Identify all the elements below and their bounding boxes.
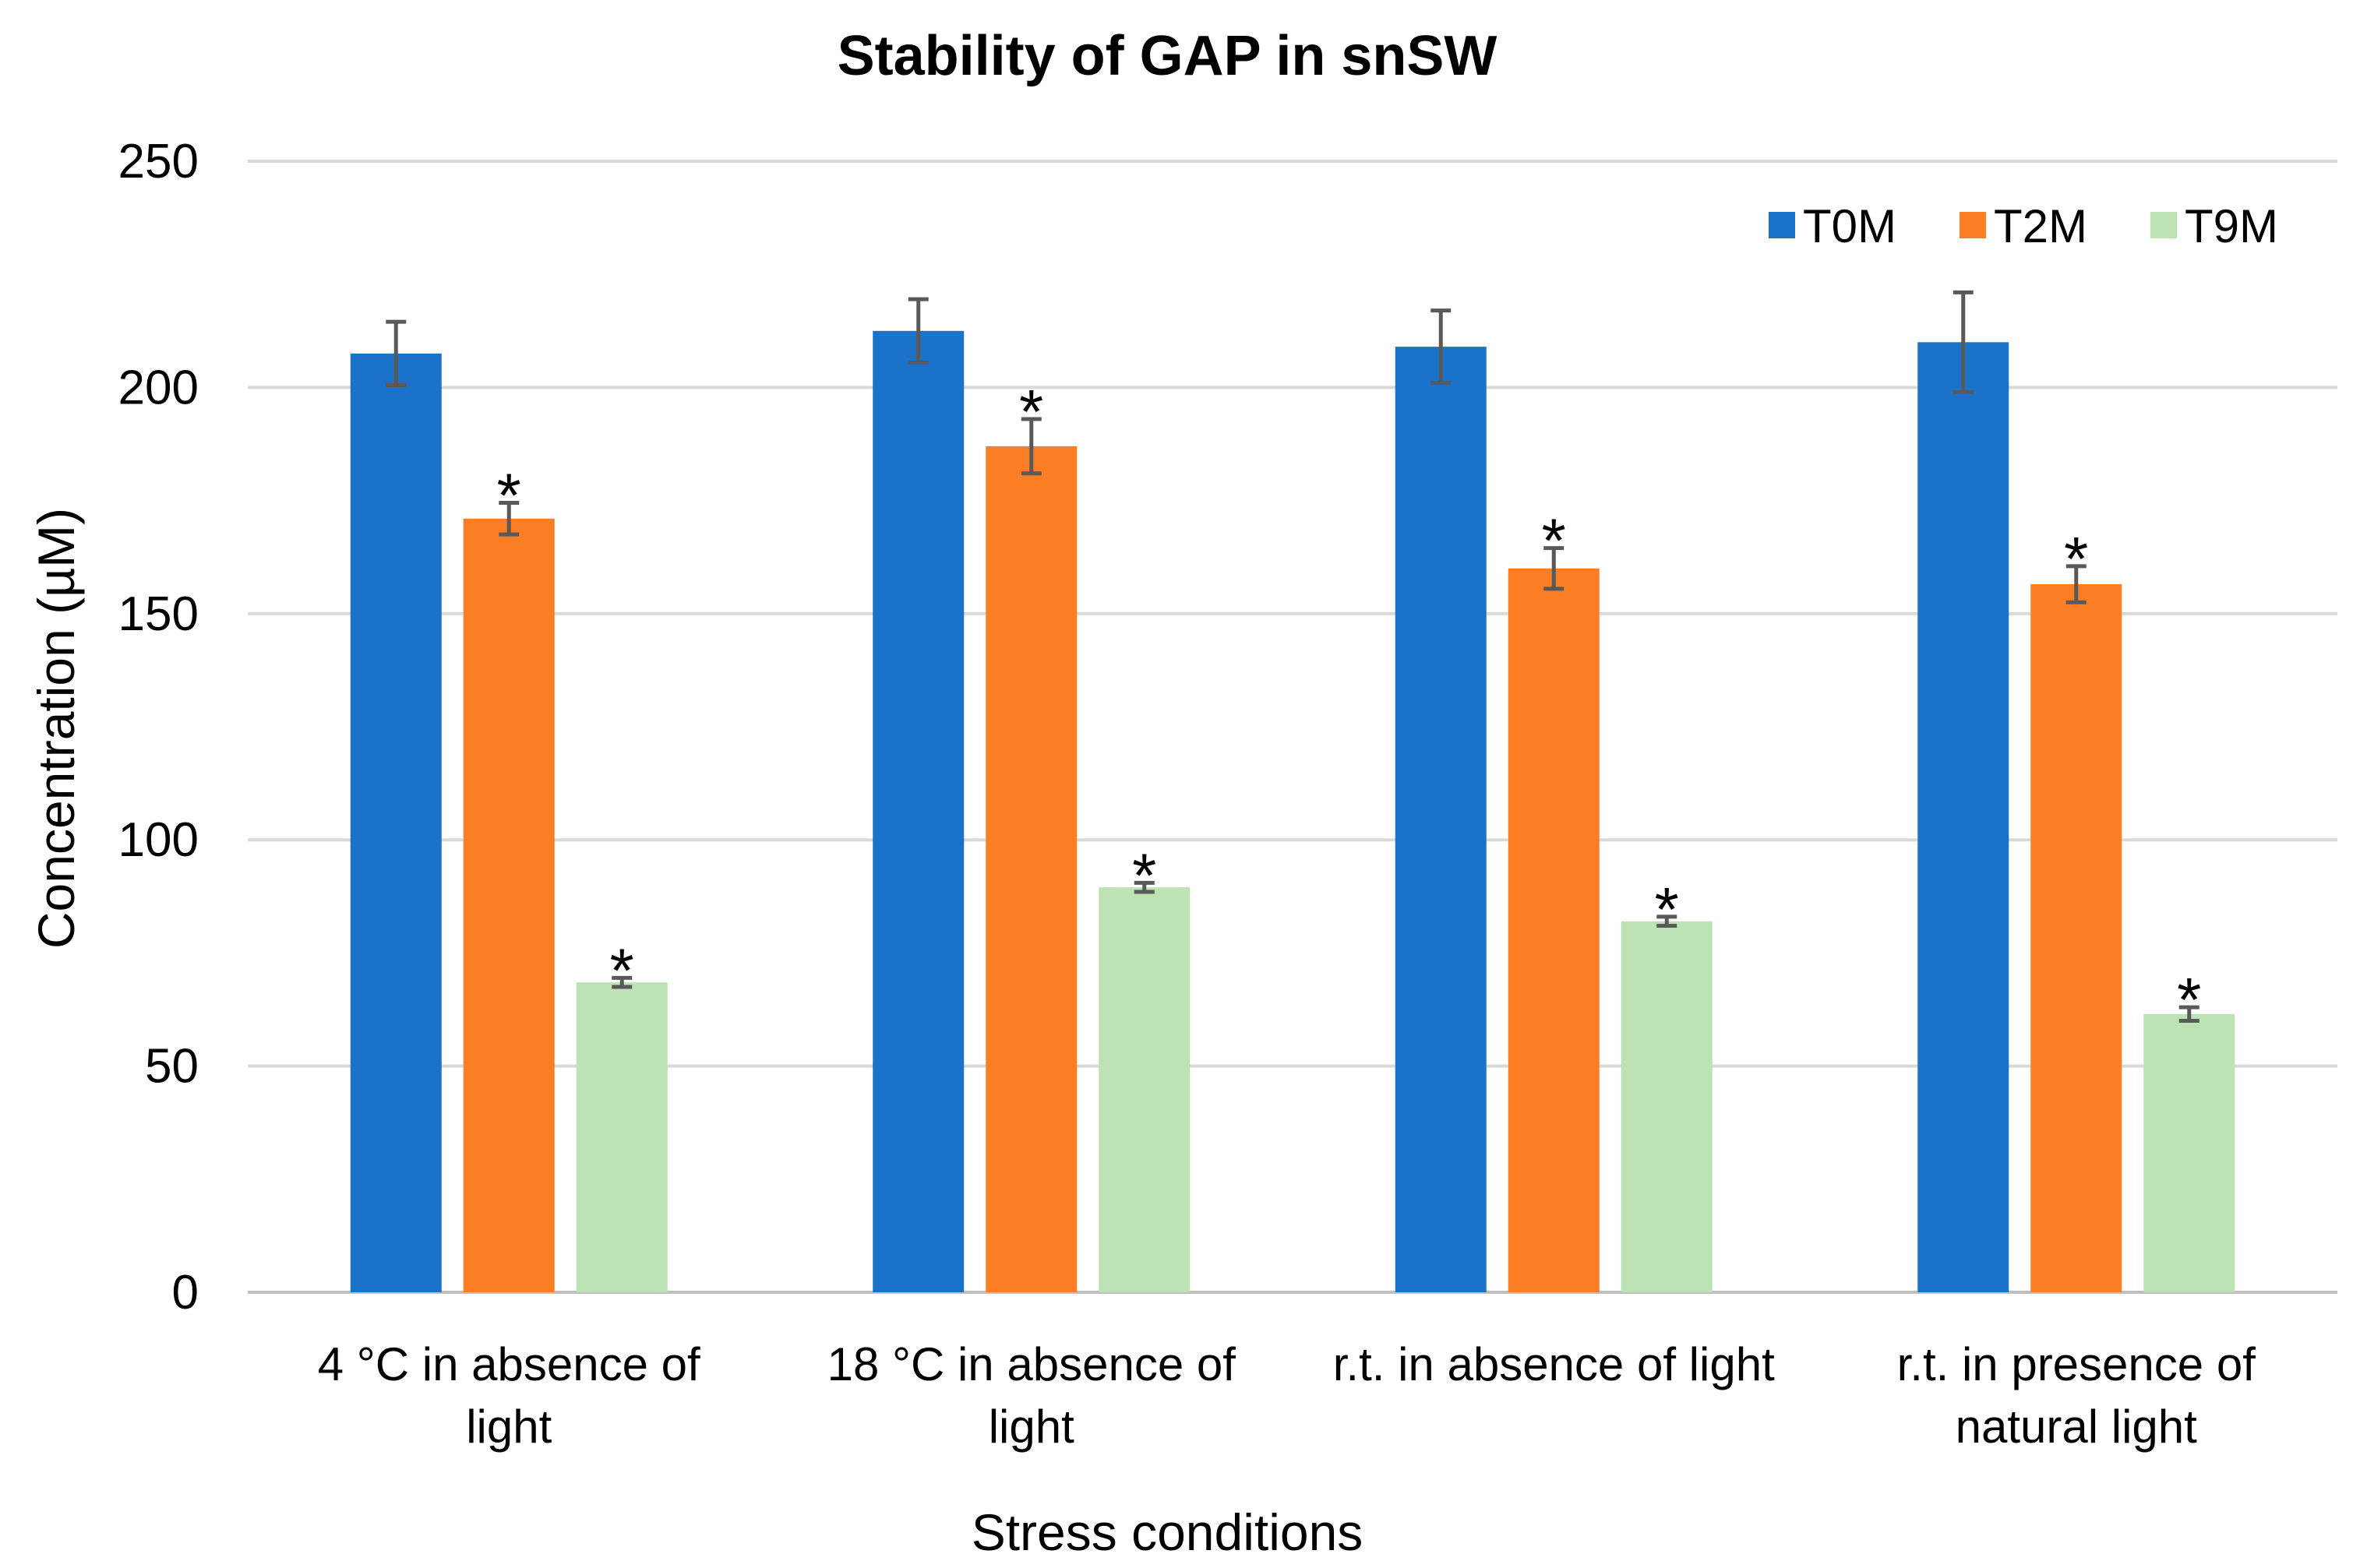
error-bar — [1430, 308, 1452, 386]
legend-label-t2m: T2M — [1994, 200, 2087, 252]
error-bar — [499, 501, 520, 537]
y-tick-label: 50 — [145, 1040, 199, 1094]
significance-marker: * — [2177, 965, 2201, 1034]
bar-t0m — [350, 353, 442, 1293]
significance-marker: * — [497, 461, 521, 530]
significance-marker: * — [2064, 524, 2088, 594]
y-tick-label: 0 — [172, 1266, 199, 1320]
legend-swatch-t0m — [1769, 212, 1795, 238]
error-bar — [612, 975, 633, 989]
bar-t9m — [2143, 1013, 2235, 1292]
error-bar — [1656, 914, 1677, 928]
y-tick-label: 150 — [118, 587, 199, 641]
gridlines — [248, 160, 2337, 1294]
significance-marker: * — [1542, 506, 1566, 576]
y-tick-label: 250 — [118, 135, 199, 189]
bar-t2m — [2030, 584, 2122, 1292]
legend-label-t0m: T0M — [1803, 200, 1896, 252]
legend-swatch-t9m — [2150, 212, 2177, 238]
chart-title: Stability of GAP in snSW — [838, 25, 1497, 87]
legend-swatch-t2m — [1960, 212, 1986, 238]
bar-t9m — [1099, 887, 1191, 1292]
x-category-label: 4 °C in absence of light — [318, 1338, 700, 1453]
bar-t0m — [1395, 347, 1487, 1293]
significance-marker: * — [1655, 875, 1679, 944]
x-axis-title: Stress conditions — [972, 1503, 1363, 1561]
legend: T0M T2M T9M — [1769, 200, 2278, 252]
bar-t2m — [463, 518, 555, 1292]
significance-marker: * — [1132, 840, 1156, 910]
error-bar — [2178, 1005, 2199, 1024]
significance-marker: * — [610, 936, 634, 1005]
bar-t0m — [873, 330, 965, 1292]
error-bar — [1134, 880, 1155, 894]
y-tick-label: 200 — [118, 361, 199, 414]
x-category-label: 18 °C in absence of light — [827, 1338, 1236, 1453]
bar-t0m — [1917, 342, 2009, 1292]
y-axis-title: Concentration (µM) — [27, 508, 85, 949]
bar-t9m — [1621, 921, 1713, 1292]
bar-t9m — [576, 982, 668, 1292]
error-bar — [386, 319, 407, 387]
x-category-label: r.t. in absence of light — [1333, 1338, 1775, 1390]
bar-t2m — [986, 446, 1078, 1292]
y-tick-label: 100 — [118, 813, 199, 867]
significance-marker: * — [1019, 377, 1043, 446]
error-bar — [1543, 546, 1565, 591]
legend-label-t9m: T9M — [2185, 200, 2278, 252]
axes: 0 50 100 150 200 250 4 °C in absence of light 18… — [118, 135, 2256, 1453]
error-bar — [2065, 564, 2087, 604]
error-bar — [1021, 417, 1042, 476]
error-bar — [1953, 290, 1974, 394]
x-category-label: r.t. in presence of natural light — [1897, 1338, 2256, 1453]
bar-t2m — [1508, 568, 1600, 1292]
error-bar — [908, 297, 929, 365]
bars: * * * * * * * * — [350, 290, 2235, 1293]
